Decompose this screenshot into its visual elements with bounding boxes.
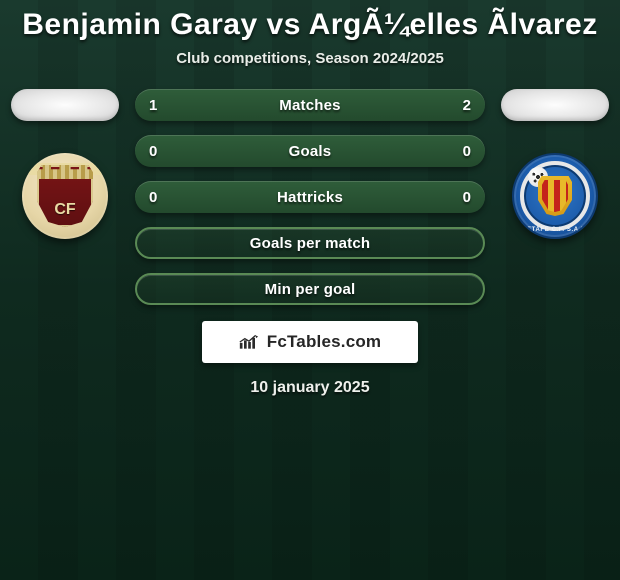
stat-label: Hattricks bbox=[277, 189, 343, 206]
subtitle: Club competitions, Season 2024/2025 bbox=[0, 50, 620, 67]
stat-row: Min per goal bbox=[135, 273, 485, 305]
club-badge-left: PONTEVEDRA CF bbox=[22, 153, 108, 239]
stat-label: Matches bbox=[279, 97, 340, 114]
stat-row: 0 Hattricks 0 bbox=[135, 181, 485, 213]
footer: FcTables.com 10 january 2025 bbox=[0, 321, 620, 397]
stat-rows: 1 Matches 2 0 Goals 0 0 Hattricks 0 Goals per mat… bbox=[135, 89, 485, 305]
club-badge-right: GETAFE C.F. S.A.D. bbox=[512, 153, 598, 239]
badge-right-ringtext: GETAFE C.F. S.A.D. bbox=[514, 227, 596, 233]
stat-value-left: 0 bbox=[149, 181, 157, 213]
comparison-card: Benjamin Garay vs ArgÃ¼elles Ãlvarez Clu… bbox=[0, 0, 620, 397]
badge-left-letters: CF bbox=[37, 201, 93, 219]
stat-label: Goals bbox=[289, 143, 332, 160]
badge-left-shield: CF bbox=[37, 165, 93, 227]
stat-value-right: 2 bbox=[463, 89, 471, 121]
bars-growth-icon bbox=[239, 334, 259, 350]
stat-label: Goals per match bbox=[250, 235, 371, 252]
brand-text: FcTables.com bbox=[267, 332, 382, 352]
page-title: Benjamin Garay vs ArgÃ¼elles Ãlvarez bbox=[0, 6, 620, 50]
stat-row: 0 Goals 0 bbox=[135, 135, 485, 167]
stat-value-left: 1 bbox=[149, 89, 157, 121]
stat-label: Min per goal bbox=[265, 281, 356, 298]
country-flag-left bbox=[11, 89, 119, 121]
footer-date: 10 january 2025 bbox=[250, 379, 369, 397]
player-right-side: GETAFE C.F. S.A.D. bbox=[501, 89, 609, 239]
stat-row: Goals per match bbox=[135, 227, 485, 259]
country-flag-right bbox=[501, 89, 609, 121]
brand-box: FcTables.com bbox=[202, 321, 418, 363]
player-left-side: PONTEVEDRA CF bbox=[11, 89, 119, 239]
stat-value-left: 0 bbox=[149, 135, 157, 167]
stat-value-right: 0 bbox=[463, 181, 471, 213]
stat-value-right: 0 bbox=[463, 135, 471, 167]
stat-row: 1 Matches 2 bbox=[135, 89, 485, 121]
comparison-layout: PONTEVEDRA CF 1 Matches 2 0 Goals 0 0 Hattricks… bbox=[0, 89, 620, 305]
